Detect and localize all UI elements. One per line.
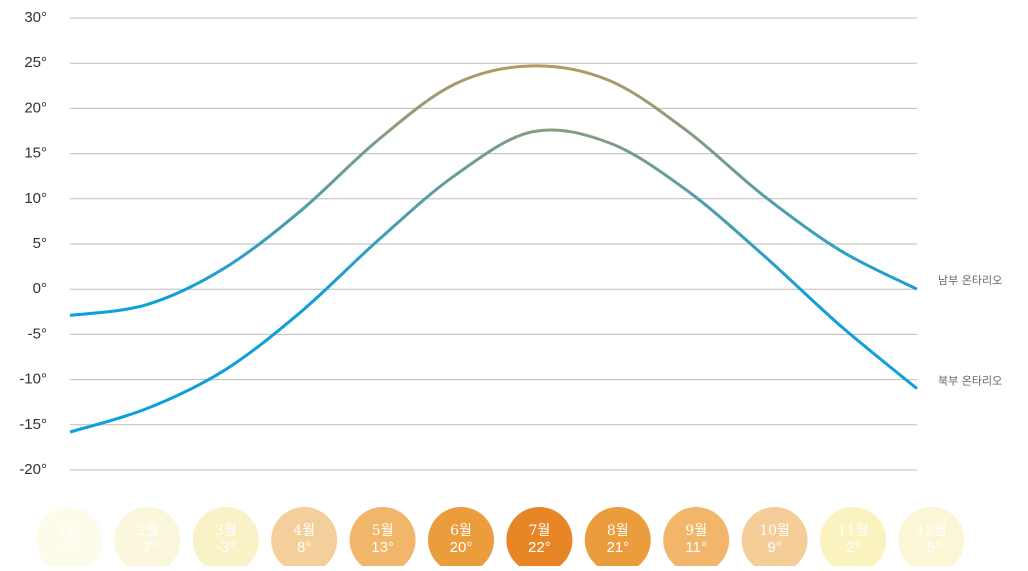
y-tick-label: 15°	[24, 145, 47, 162]
month-value: 20°	[450, 539, 473, 556]
y-tick-label: 20°	[24, 99, 47, 116]
month-circle	[349, 507, 416, 571]
month-value: 21°	[606, 539, 629, 556]
month-label: 6월	[450, 523, 472, 539]
month-value: 13°	[371, 539, 394, 556]
month-label: 7월	[529, 523, 551, 539]
month-label: 10월	[759, 523, 790, 539]
legend-label: 북부 온타리오	[938, 375, 1002, 388]
month-value: -9°	[59, 539, 78, 556]
month-circle	[114, 507, 181, 571]
month-value: 9°	[767, 539, 781, 556]
month-label: 12월	[916, 523, 947, 539]
month-value: -5°	[922, 539, 941, 556]
legend-label: 남부 온타리오	[938, 274, 1002, 287]
month-circle	[741, 507, 808, 571]
month-circle	[663, 507, 730, 571]
month-circle	[271, 507, 338, 571]
y-tick-label: -20°	[19, 461, 47, 478]
series-line	[69, 128, 918, 434]
month-value: -3°	[216, 539, 235, 556]
month-label: 5월	[372, 523, 394, 539]
month-label: 1월	[58, 523, 80, 539]
series-line	[69, 64, 918, 317]
y-tick-label: 25°	[24, 54, 47, 71]
month-label: 4월	[293, 523, 315, 539]
month-circle	[428, 507, 494, 571]
month-circle	[898, 507, 965, 571]
y-tick-label: -10°	[19, 371, 47, 388]
month-value: 22°	[528, 539, 551, 556]
month-label: 3월	[215, 523, 237, 539]
y-tick-label: -5°	[28, 325, 47, 342]
y-tick-label: -15°	[19, 416, 47, 433]
month-label: 11월	[838, 523, 869, 539]
month-circle	[584, 507, 651, 571]
month-value: -7°	[138, 539, 157, 556]
month-circle	[192, 507, 259, 571]
y-tick-label: 10°	[24, 190, 47, 207]
y-tick-label: 5°	[33, 235, 47, 252]
month-circle	[820, 507, 886, 571]
y-tick-label: 0°	[33, 280, 47, 297]
month-circle	[36, 507, 102, 571]
month-value: 2°	[846, 539, 860, 556]
month-label: 8월	[607, 523, 629, 539]
month-circle	[506, 507, 573, 571]
month-label: 9월	[685, 523, 707, 539]
y-tick-label: 30°	[24, 9, 47, 26]
month-value: 11°	[685, 539, 707, 556]
month-value: 8°	[297, 539, 311, 556]
month-label: 2월	[137, 523, 159, 539]
